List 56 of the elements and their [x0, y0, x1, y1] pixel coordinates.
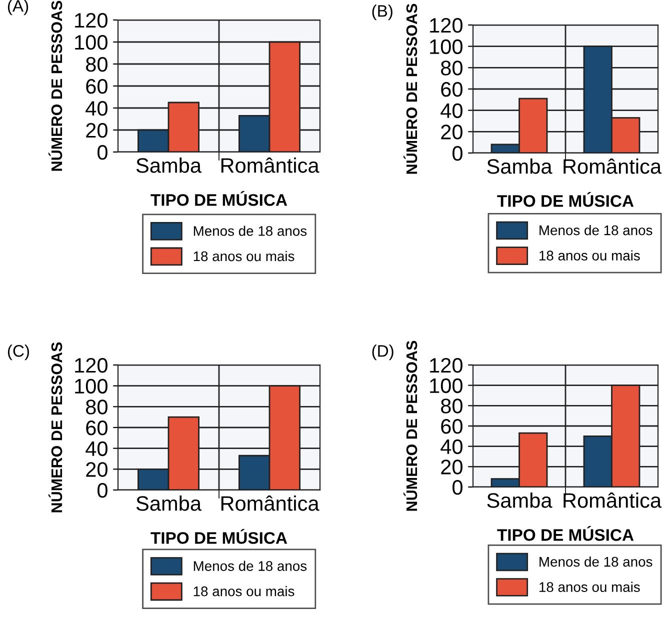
chart-title: (C): [8, 344, 29, 360]
y-tick-label: 60: [86, 79, 108, 94]
x-tick-label: Samba: [487, 158, 552, 174]
x-tick-label: Romântica: [564, 158, 662, 174]
y-axis-title: NÚMERO DE PESSOAS: [48, 0, 62, 171]
y-tick-label: 0: [98, 483, 108, 498]
legend-label: 18 anos ou mais: [540, 582, 640, 592]
y-tick-label: 60: [86, 420, 108, 436]
y-tick-label: 60: [441, 82, 462, 97]
y-tick-label: 40: [86, 441, 108, 456]
y-tick-label: 120: [75, 358, 108, 373]
y-tick-label: 100: [75, 35, 108, 50]
legend-label: 18 anos ou mais: [194, 250, 294, 262]
y-tick-label: 20: [86, 462, 108, 477]
x-tick-label: Romântica: [221, 157, 320, 173]
x-tick-label: Romântica: [564, 492, 662, 508]
legend-label: Menos de 18 anos: [540, 225, 652, 236]
chart-title: (B): [372, 4, 392, 20]
legend-label: 18 anos ou mais: [194, 586, 294, 596]
y-tick-label: 80: [86, 400, 108, 414]
y-axis-title: NÚMERO DE PESSOAS: [403, 340, 418, 511]
x-tick-label: Samba: [136, 158, 202, 173]
chart-title: (D): [372, 344, 394, 360]
y-tick-label: 100: [430, 39, 462, 54]
y-tick-label: 100: [75, 378, 108, 394]
y-tick-label: 120: [430, 358, 462, 373]
chart-title: (A): [8, 0, 28, 16]
y-tick-label: 20: [441, 124, 462, 140]
y-tick-label: 0: [452, 480, 462, 495]
x-tick-label: Romântica: [221, 495, 320, 511]
y-axis-title: NÚMERO DE PESSOAS: [48, 342, 62, 512]
y-tick-label: 80: [441, 60, 462, 76]
y-tick-label: 0: [98, 145, 108, 160]
y-tick-label: 20: [86, 123, 108, 138]
x-tick-label: Samba: [487, 492, 552, 508]
x-axis-title: TIPO DE MÚSICA: [150, 190, 288, 206]
y-axis-title: NÚMERO DE PESSOAS: [403, 4, 418, 174]
y-tick-label: 40: [86, 101, 108, 116]
y-tick-label: 80: [86, 57, 108, 72]
legend-label: Menos de 18 anos: [194, 560, 307, 571]
x-axis-title: TIPO DE MÚSICA: [150, 528, 288, 544]
y-tick-label: 100: [430, 378, 462, 394]
x-axis-title: TIPO DE MÚSICA: [497, 192, 634, 207]
legend-label: 18 anos ou mais: [540, 250, 640, 261]
y-tick-label: 20: [441, 460, 462, 474]
y-tick-label: 120: [430, 18, 462, 33]
y-tick-label: 80: [441, 398, 462, 414]
y-tick-label: 60: [441, 419, 462, 434]
legend-label: Menos de 18 anos: [194, 226, 307, 236]
x-tick-label: Samba: [136, 496, 202, 511]
y-tick-label: 120: [75, 13, 108, 28]
y-tick-label: 0: [452, 146, 462, 161]
y-tick-label: 40: [440, 439, 462, 454]
x-axis-title: TIPO DE MÚSICA: [497, 526, 634, 541]
legend-label: Menos de 18 anos: [540, 556, 652, 567]
y-tick-label: 40: [440, 103, 462, 118]
